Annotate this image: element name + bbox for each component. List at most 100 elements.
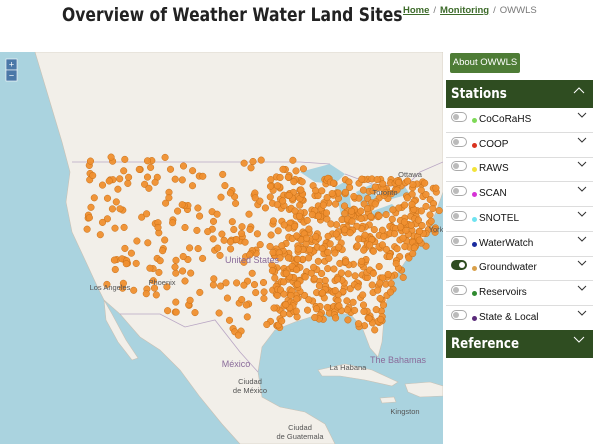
station-marker[interactable] <box>147 163 155 171</box>
station-marker[interactable] <box>318 244 326 253</box>
station-marker[interactable] <box>121 155 129 163</box>
station-marker[interactable] <box>312 187 320 195</box>
station-marker[interactable] <box>285 191 293 199</box>
station-marker[interactable] <box>287 291 295 300</box>
station-marker[interactable] <box>332 314 340 322</box>
station-marker[interactable] <box>340 202 349 210</box>
station-marker[interactable] <box>172 308 180 316</box>
station-marker[interactable] <box>220 236 228 244</box>
station-marker[interactable] <box>417 186 425 194</box>
station-marker[interactable] <box>172 269 180 277</box>
station-marker[interactable] <box>322 209 331 217</box>
station-marker[interactable] <box>371 183 379 191</box>
station-marker[interactable] <box>377 315 385 323</box>
station-marker[interactable] <box>343 297 351 305</box>
station-marker[interactable] <box>169 219 177 227</box>
station-marker[interactable] <box>120 167 128 175</box>
station-marker[interactable] <box>146 264 154 272</box>
station-marker[interactable] <box>194 204 202 212</box>
station-marker[interactable] <box>369 269 377 277</box>
station-marker[interactable] <box>144 239 152 247</box>
station-marker[interactable] <box>273 201 281 209</box>
station-marker[interactable] <box>343 306 351 314</box>
station-marker[interactable] <box>359 301 368 309</box>
station-marker[interactable] <box>165 194 173 202</box>
station-marker[interactable] <box>130 286 138 294</box>
station-marker[interactable] <box>311 313 319 322</box>
station-marker[interactable] <box>324 265 332 273</box>
station-marker[interactable] <box>298 178 306 186</box>
station-marker[interactable] <box>341 209 349 218</box>
station-marker[interactable] <box>138 213 146 221</box>
station-marker[interactable] <box>246 251 254 259</box>
station-marker[interactable] <box>353 242 361 250</box>
station-marker[interactable] <box>392 259 400 268</box>
expand-icon[interactable] <box>577 285 587 292</box>
station-marker[interactable] <box>371 200 379 208</box>
station-marker[interactable] <box>164 307 172 315</box>
station-marker[interactable] <box>214 244 222 252</box>
station-marker[interactable] <box>221 182 229 190</box>
station-marker[interactable] <box>422 202 430 210</box>
station-marker[interactable] <box>401 201 409 209</box>
station-marker[interactable] <box>308 211 316 219</box>
station-marker[interactable] <box>270 304 278 312</box>
station-marker[interactable] <box>310 263 318 271</box>
station-marker[interactable] <box>282 269 290 277</box>
station-marker[interactable] <box>314 212 323 220</box>
station-marker[interactable] <box>371 326 379 334</box>
station-marker[interactable] <box>289 156 297 164</box>
station-marker[interactable] <box>189 167 197 175</box>
station-marker[interactable] <box>271 274 279 282</box>
station-marker[interactable] <box>372 306 380 314</box>
station-marker[interactable] <box>196 288 204 296</box>
station-marker[interactable] <box>210 275 218 283</box>
station-marker[interactable] <box>382 245 390 253</box>
station-marker[interactable] <box>399 273 407 281</box>
station-marker[interactable] <box>252 289 260 297</box>
station-marker[interactable] <box>431 225 439 233</box>
station-marker[interactable] <box>98 218 107 226</box>
station-marker[interactable] <box>217 282 225 290</box>
station-marker[interactable] <box>241 238 249 246</box>
station-marker[interactable] <box>230 225 238 234</box>
station-marker[interactable] <box>181 277 189 285</box>
station-marker[interactable] <box>386 288 394 296</box>
station-marker[interactable] <box>432 184 440 192</box>
station-marker[interactable] <box>120 223 128 231</box>
station-marker[interactable] <box>293 313 301 321</box>
station-marker[interactable] <box>295 212 303 220</box>
station-marker[interactable] <box>219 170 227 178</box>
station-marker[interactable] <box>375 262 383 271</box>
station-marker[interactable] <box>351 272 359 280</box>
station-marker[interactable] <box>328 190 336 198</box>
station-marker[interactable] <box>415 227 423 235</box>
station-marker[interactable] <box>388 215 396 223</box>
zoom-button[interactable]: + <box>5 58 18 71</box>
station-marker[interactable] <box>199 254 207 262</box>
station-marker[interactable] <box>327 220 335 228</box>
toggle-switch[interactable] <box>451 161 467 172</box>
station-marker[interactable] <box>358 175 366 183</box>
station-marker[interactable] <box>402 226 410 234</box>
toggle-switch[interactable] <box>451 235 467 246</box>
station-marker[interactable] <box>306 246 314 254</box>
station-marker[interactable] <box>292 307 300 315</box>
station-marker[interactable] <box>269 217 277 225</box>
station-marker[interactable] <box>204 228 212 236</box>
station-marker[interactable] <box>111 265 119 274</box>
station-marker[interactable] <box>355 235 363 243</box>
station-marker[interactable] <box>108 205 116 213</box>
station-marker[interactable] <box>401 243 409 251</box>
station-marker[interactable] <box>242 301 250 309</box>
station-marker[interactable] <box>145 184 153 192</box>
station-marker[interactable] <box>291 222 299 230</box>
station-marker[interactable] <box>346 229 354 237</box>
station-marker[interactable] <box>171 175 179 183</box>
station-marker[interactable] <box>125 173 133 181</box>
station-marker[interactable] <box>181 223 189 232</box>
station-marker[interactable] <box>83 225 91 233</box>
station-marker[interactable] <box>261 204 269 212</box>
station-marker[interactable] <box>248 269 256 277</box>
station-marker[interactable] <box>274 182 282 190</box>
